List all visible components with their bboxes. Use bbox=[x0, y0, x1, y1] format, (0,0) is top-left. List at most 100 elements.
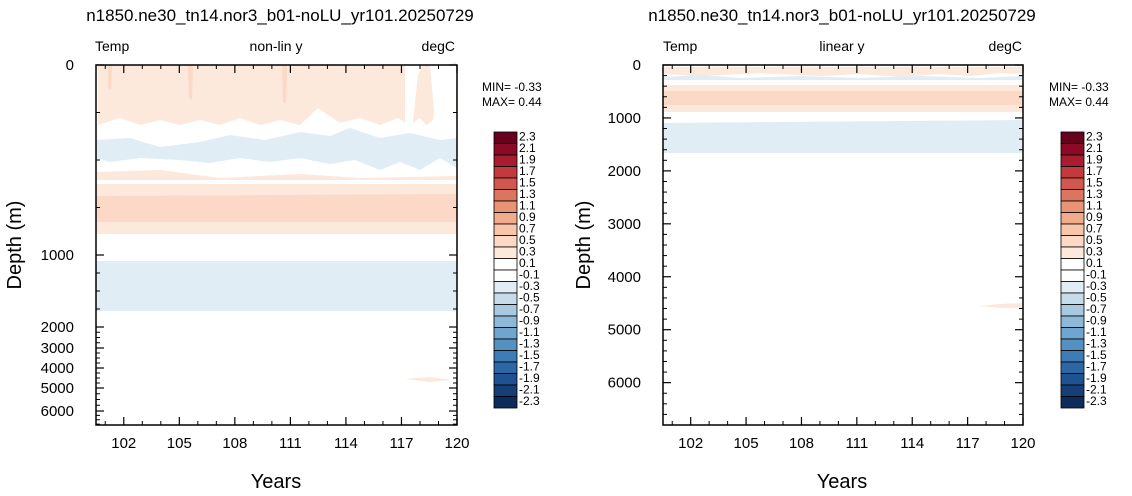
colorbar-swatch bbox=[493, 131, 518, 144]
panel1-warm-spot bbox=[405, 377, 452, 382]
panel2-max-label: MAX= 0.44 bbox=[1049, 95, 1109, 109]
panel2-min-label: MIN= -0.33 bbox=[1049, 80, 1109, 94]
y-tick-label: 2000 bbox=[608, 163, 641, 180]
y-tick-label: 0 bbox=[633, 57, 641, 74]
panel2-variable-label: Temp bbox=[663, 38, 697, 54]
y-tick-label: 5000 bbox=[608, 322, 641, 339]
colorbar-swatch bbox=[1060, 269, 1085, 282]
colorbar-swatch bbox=[1060, 154, 1085, 167]
colorbar-swatch bbox=[1060, 212, 1085, 225]
x-tick-label: 114 bbox=[900, 435, 924, 452]
panel1-x-axis: 102 105 108 111 114 117 120 bbox=[104, 65, 470, 452]
colorbar-swatch bbox=[1060, 200, 1085, 213]
panel-nonlinear: n1850.ne30_tn14.nor3_b01-noLU_yr101.2025… bbox=[4, 6, 542, 493]
colorbar-label: 0.9 bbox=[519, 210, 536, 224]
panel1-variable-label: Temp bbox=[95, 38, 129, 54]
colorbar-label: -1.9 bbox=[519, 371, 540, 385]
x-tick-label: 111 bbox=[845, 435, 868, 452]
panel1-units-label: degC bbox=[422, 38, 455, 54]
colorbar-swatch bbox=[493, 373, 518, 386]
y-tick-label: 4000 bbox=[608, 269, 641, 286]
panel1-min-label: MIN= -0.33 bbox=[482, 80, 542, 94]
colorbar-label: -0.1 bbox=[519, 268, 540, 282]
colorbar-swatch bbox=[493, 235, 518, 248]
colorbar-swatch bbox=[1060, 304, 1085, 317]
colorbar-swatch bbox=[493, 350, 518, 363]
colorbar-swatch bbox=[1060, 315, 1085, 328]
colorbar-swatch bbox=[493, 223, 518, 236]
panel2-cool-thin-band bbox=[663, 75, 1022, 80]
colorbar-swatch bbox=[1060, 223, 1085, 236]
colorbar-swatch bbox=[493, 212, 518, 225]
colorbar-label: 2.1 bbox=[519, 141, 536, 155]
colorbar-swatch bbox=[1060, 131, 1085, 144]
colorbar-swatch bbox=[1060, 384, 1085, 397]
colorbar-label: -1.1 bbox=[1086, 325, 1107, 339]
colorbar-label: -2.1 bbox=[519, 383, 540, 397]
colorbar-swatch bbox=[1060, 361, 1085, 374]
colorbar-label: -0.5 bbox=[1086, 291, 1107, 305]
colorbar-swatch bbox=[1060, 189, 1085, 202]
colorbar-label: -1.7 bbox=[1086, 360, 1107, 374]
colorbar-label: -0.3 bbox=[1086, 279, 1107, 293]
colorbar-label: 1.9 bbox=[1086, 153, 1103, 167]
colorbar-swatch bbox=[493, 189, 518, 202]
colorbar-label: 2.3 bbox=[519, 130, 536, 144]
colorbar-label: -1.7 bbox=[519, 360, 540, 374]
colorbar-label: -1.5 bbox=[1086, 348, 1107, 362]
y-tick-label: 5000 bbox=[41, 380, 74, 397]
colorbar-label: 0.5 bbox=[519, 233, 536, 247]
y-tick-label: 3000 bbox=[41, 340, 74, 357]
panel1-contour-field bbox=[96, 62, 457, 425]
colorbar-swatch bbox=[1060, 327, 1085, 340]
colorbar-swatch bbox=[493, 304, 518, 317]
colorbar-label: 1.3 bbox=[519, 187, 536, 201]
panel1-axis-type-label: non-lin y bbox=[250, 38, 303, 54]
colorbar-swatch bbox=[493, 246, 518, 259]
panel2-y-axis-label: Depth (m) bbox=[573, 201, 595, 290]
panel1-y-axis-label: Depth (m) bbox=[4, 201, 26, 290]
colorbar-swatch bbox=[1060, 338, 1085, 351]
colorbar-label: 1.9 bbox=[519, 153, 536, 167]
panel2-units-label: degC bbox=[989, 38, 1022, 54]
panel2-x-axis-label: Years bbox=[817, 471, 867, 493]
colorbar-swatch bbox=[493, 384, 518, 397]
colorbar-label: 1.1 bbox=[519, 199, 536, 213]
panel1-max-label: MAX= 0.44 bbox=[482, 95, 542, 109]
colorbar-swatch bbox=[493, 143, 518, 156]
y-tick-label: 6000 bbox=[608, 375, 641, 392]
panel2-warm-band-inner bbox=[663, 91, 1023, 105]
colorbar-label: 0.3 bbox=[519, 245, 536, 259]
panel1-title: n1850.ne30_tn14.nor3_b01-noLU_yr101.2025… bbox=[86, 6, 474, 25]
colorbar-label: -0.7 bbox=[1086, 302, 1107, 316]
panel1-cool-band-shallow bbox=[96, 128, 457, 170]
colorbar-label: 1.7 bbox=[519, 164, 536, 178]
colorbar-swatch bbox=[1060, 246, 1085, 259]
y-tick-label: 6000 bbox=[41, 403, 74, 420]
panel2-warm-spot bbox=[980, 303, 1022, 308]
colorbar-label: -1.3 bbox=[1086, 337, 1107, 351]
panel1-x-axis-label: Years bbox=[251, 471, 301, 493]
colorbar-label: 2.1 bbox=[1086, 141, 1103, 155]
colorbar-swatch bbox=[1060, 166, 1085, 179]
colorbar-label: 1.1 bbox=[1086, 199, 1103, 213]
colorbar-label: -0.5 bbox=[519, 291, 540, 305]
colorbar-label: -2.1 bbox=[1086, 383, 1107, 397]
colorbar-label: -0.9 bbox=[1086, 314, 1107, 328]
colorbar-label: 0.1 bbox=[519, 256, 536, 270]
panel1-cool-band-deep bbox=[96, 261, 457, 311]
colorbar-label: 0.1 bbox=[1086, 256, 1103, 270]
panel1-warm-band-inner bbox=[96, 194, 457, 222]
panel1-gap-a bbox=[405, 65, 422, 130]
colorbar-swatch bbox=[1060, 292, 1085, 305]
panel1-gap-b bbox=[430, 65, 456, 132]
panel1-y-axis: 0 1000 2000 3000 4000 5000 6000 bbox=[41, 57, 457, 425]
x-tick-label: 102 bbox=[678, 435, 703, 452]
y-tick-label: 0 bbox=[66, 57, 74, 74]
panel2-background bbox=[663, 65, 1023, 425]
colorbar-label: 1.5 bbox=[1086, 176, 1103, 190]
colorbar-swatch bbox=[1060, 258, 1085, 271]
colorbar-swatch bbox=[1060, 235, 1085, 248]
colorbar-label: 1.7 bbox=[1086, 164, 1103, 178]
